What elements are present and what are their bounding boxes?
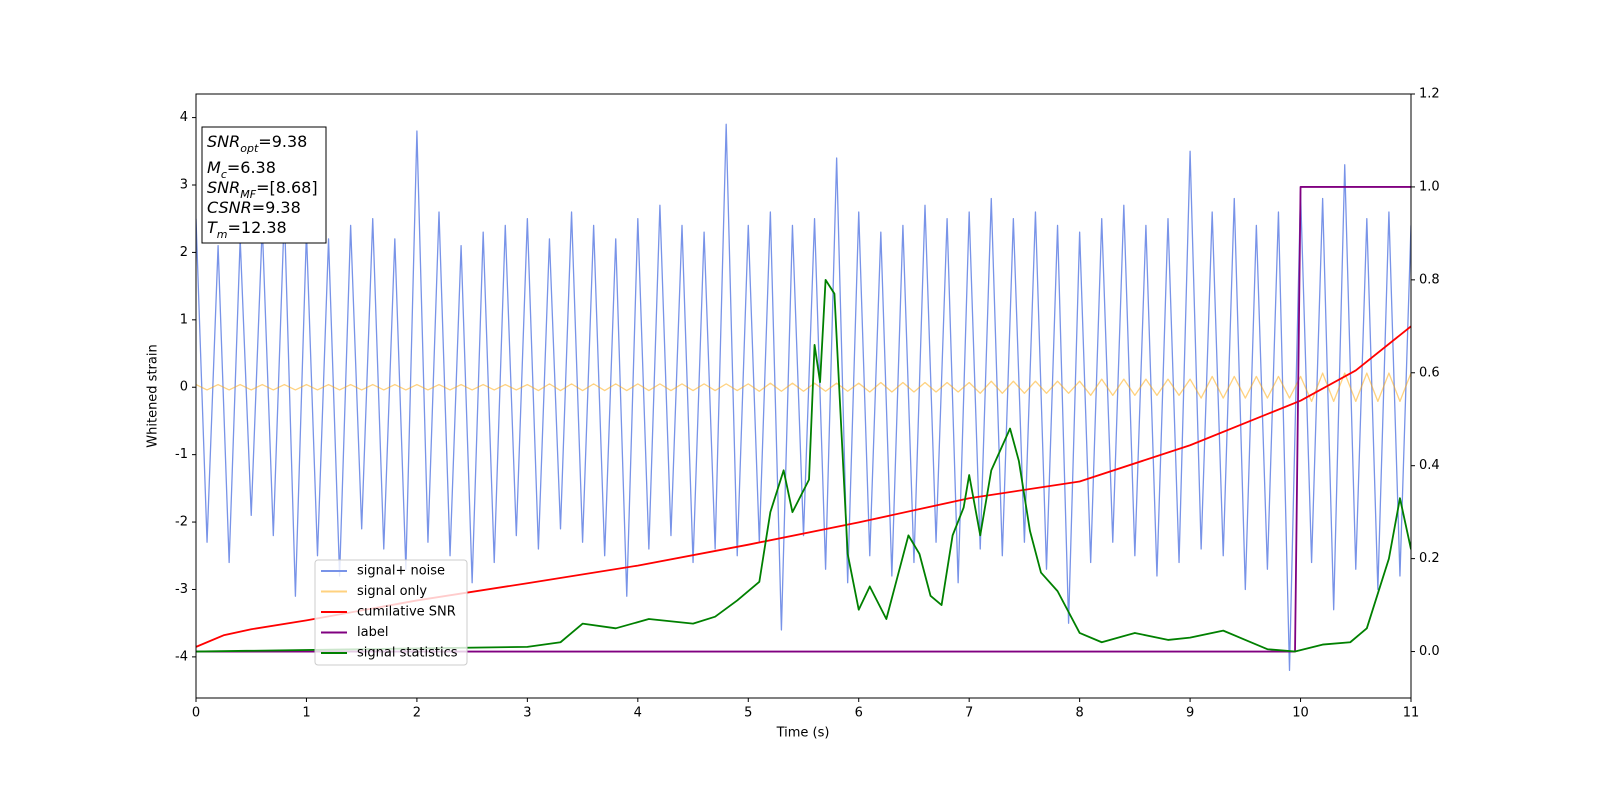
annotation-symbol: CSNR xyxy=(207,198,252,217)
annotation-symbol: M xyxy=(207,158,221,177)
y-tick-label: -2 xyxy=(175,515,188,530)
y-tick-label: -4 xyxy=(175,649,188,664)
x-tick-label: 2 xyxy=(413,706,421,721)
x-tick-label: 5 xyxy=(744,706,752,721)
annotation-line: SNRopt=9.38 xyxy=(207,132,307,155)
annotation-line: Mc=6.38 xyxy=(207,158,276,181)
y2-tick-label: 0.8 xyxy=(1419,272,1440,287)
legend-label: cumilative SNR xyxy=(357,605,456,620)
series-line xyxy=(196,186,1411,653)
legend-label: signal statistics xyxy=(357,646,458,661)
plot-area xyxy=(196,123,1411,672)
x-tick-label: 0 xyxy=(192,706,200,721)
y2-tick-label: 1.2 xyxy=(1419,87,1440,102)
annotation-subscript: opt xyxy=(240,142,259,155)
axes-frame xyxy=(195,93,1412,699)
x-tick-label: 1 xyxy=(302,706,310,721)
x-tick-label: 4 xyxy=(634,706,642,721)
x-tick-label: 7 xyxy=(965,706,973,721)
x-tick-label: 10 xyxy=(1292,706,1309,721)
annotation-line: SNRMF=[8.68] xyxy=(207,178,318,201)
annotation-value: =9.38 xyxy=(258,132,307,151)
y-tick-label: 3 xyxy=(180,178,188,193)
series-line xyxy=(196,278,1411,653)
legend-frame xyxy=(314,559,468,666)
x-tick-label: 11 xyxy=(1403,706,1420,721)
annotation-line: CSNR=9.38 xyxy=(207,198,301,217)
x-tick-label: 8 xyxy=(1075,706,1083,721)
x-tick-label: 3 xyxy=(523,706,531,721)
legend-label: signal+ noise xyxy=(357,564,445,579)
legend-label: label xyxy=(357,625,388,640)
annotation-subscript: m xyxy=(217,228,228,241)
annotation-value: =6.38 xyxy=(227,158,276,177)
y-tick-label: -1 xyxy=(175,447,188,462)
annotation-value: =12.38 xyxy=(228,218,287,237)
legend: signal+ noise signal only cumilative SNR la… xyxy=(314,559,468,666)
y2-tick-label: 1.0 xyxy=(1419,179,1440,194)
x-axis-label: Time (s) xyxy=(776,726,830,741)
annotation-symbol: SNR xyxy=(207,132,240,151)
annotation-subscript: c xyxy=(221,168,227,181)
y-tick-label: 0 xyxy=(180,380,188,395)
annotation-symbol: SNR xyxy=(207,178,240,197)
annotation-line: Tm=12.38 xyxy=(207,218,287,241)
annotation-value: =9.38 xyxy=(252,198,301,217)
x-tick-label: 9 xyxy=(1186,706,1194,721)
y2-tick-label: 0.2 xyxy=(1419,551,1440,566)
legend-label: signal only xyxy=(357,584,427,599)
y-axis-label: Whitened strain xyxy=(146,344,161,447)
annotation-subscript: MF xyxy=(240,188,256,201)
y-tick-label: 4 xyxy=(180,110,188,125)
annotation-box: SNRopt=9.38Mc=6.38SNRMF=[8.68]CSNR=9.38T… xyxy=(201,126,327,244)
y-tick-label: 1 xyxy=(180,312,188,327)
series-line xyxy=(196,325,1411,648)
annotation-frame xyxy=(201,126,327,244)
annotation-symbol: T xyxy=(207,218,218,237)
x-tick-label: 6 xyxy=(855,706,863,721)
y2-tick-label: 0.6 xyxy=(1419,365,1440,380)
annotation-value: =[8.68] xyxy=(256,178,318,197)
y2-tick-label: 0.0 xyxy=(1419,644,1440,659)
series-line xyxy=(196,123,1411,672)
y2-tick-label: 0.4 xyxy=(1419,458,1440,473)
y-tick-label: 2 xyxy=(180,245,188,260)
y-tick-label: -3 xyxy=(175,582,188,597)
series-line xyxy=(196,372,1411,403)
